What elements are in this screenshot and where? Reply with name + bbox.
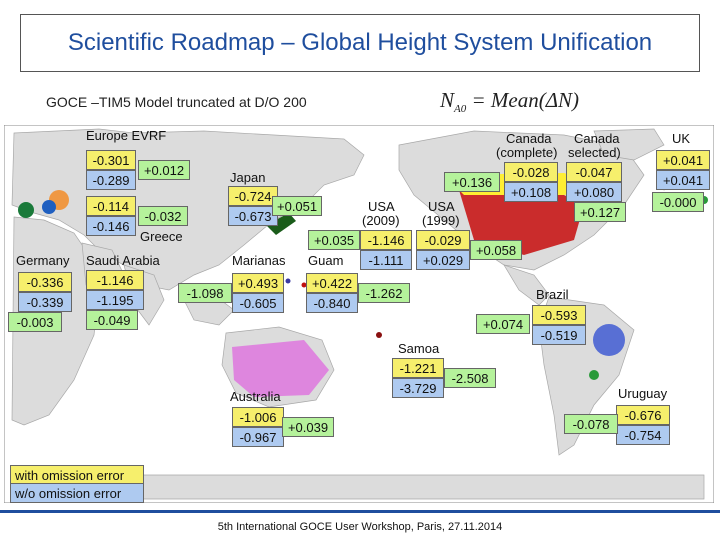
uruguay-difference: -0.078: [564, 414, 618, 434]
uruguay-without-omission: -0.754: [616, 425, 670, 445]
formula-lhs: N: [440, 88, 455, 112]
label-uruguay: Uruguay: [618, 386, 668, 401]
label-australia: Australia: [230, 389, 281, 404]
legend-with-omission: with omission error: [10, 465, 144, 485]
marianas-difference: -1.098: [178, 283, 232, 303]
germany-difference: -0.003: [8, 312, 62, 332]
label-samoa: Samoa: [398, 341, 440, 356]
usa2009-without-omission: -1.111: [360, 250, 412, 270]
japan-difference: +0.051: [272, 196, 322, 216]
australia-with-omission: -1.006: [232, 407, 284, 427]
japan-without-omission: -0.673: [228, 206, 278, 226]
australia-difference: +0.039: [282, 417, 334, 437]
points-australia: [232, 340, 329, 397]
usa1999-with-omission: -0.029: [416, 230, 470, 250]
canada-selected-with-omission: -0.047: [566, 162, 622, 182]
canada-selected-without-omission: +0.080: [566, 182, 622, 202]
canada-complete-difference: +0.136: [444, 172, 500, 192]
points-brazil: [593, 324, 625, 356]
germany-with-omission: -0.336: [18, 272, 72, 292]
samoa-with-omission: -1.221: [392, 358, 444, 378]
greece-without-omission: -0.146: [86, 216, 136, 236]
europe-without-omission: -0.289: [86, 170, 136, 190]
saudi-difference: -0.049: [86, 310, 138, 330]
uk-difference: -0.000: [652, 192, 704, 212]
points-uruguay: [589, 370, 599, 380]
brazil-difference: +0.074: [476, 314, 530, 334]
guam-with-omission: +0.422: [306, 273, 358, 293]
label-marianas: Marianas: [232, 253, 286, 268]
label-guam: Guam: [308, 253, 344, 268]
legend-without-omission: w/o omission error: [10, 483, 144, 503]
australia-without-omission: -0.967: [232, 427, 284, 447]
guam-without-omission: -0.840: [306, 293, 358, 313]
label-canada-selected-line2: selected): [568, 145, 621, 160]
points-europe-center: [42, 200, 56, 214]
brazil-with-omission: -0.593: [532, 305, 586, 325]
saudi-without-omission: -1.195: [86, 290, 144, 310]
saudi-with-omission: -1.146: [86, 270, 144, 290]
germany-without-omission: -0.339: [18, 292, 72, 312]
label-usa-1999-line2: (1999): [422, 213, 460, 228]
footer-divider: [0, 510, 720, 513]
label-japan: Japan: [230, 170, 266, 185]
points-usa: [459, 185, 584, 255]
land-central-america: [503, 264, 550, 306]
marianas-without-omission: -0.605: [232, 293, 284, 313]
usa2009-with-omission: -1.146: [360, 230, 412, 250]
label-usa-2009-line1: USA: [368, 199, 395, 214]
uruguay-with-omission: -0.676: [616, 405, 670, 425]
samoa-without-omission: -3.729: [392, 378, 444, 398]
formula-lhs-sub: A0: [454, 103, 467, 116]
canada-complete-without-omission: +0.108: [504, 182, 558, 202]
label-uk: UK: [672, 131, 691, 146]
points-samoa: [376, 332, 382, 338]
label-brazil: Brazil: [536, 287, 569, 302]
label-usa-1999-line1: USA: [428, 199, 455, 214]
label-saudi-arabia: Saudi Arabia: [86, 253, 160, 268]
world-map: Europe EVRF -0.301 -0.289 +0.012 -0.114 …: [4, 125, 714, 503]
label-canada-complete-line2: (complete): [496, 145, 558, 160]
label-usa-2009-line2: (2009): [362, 213, 400, 228]
samoa-difference: -2.508: [444, 368, 496, 388]
guam-difference: -1.262: [358, 283, 410, 303]
brazil-without-omission: -0.519: [532, 325, 586, 345]
japan-with-omission: -0.724: [228, 186, 278, 206]
usa1999-difference: +0.058: [470, 240, 522, 260]
uk-with-omission: +0.041: [656, 150, 710, 170]
canada-complete-with-omission: -0.028: [504, 162, 558, 182]
greece-with-omission: -0.114: [86, 196, 136, 216]
label-germany: Germany: [16, 253, 70, 268]
footer-text: 5th International GOCE User Workshop, Pa…: [217, 521, 503, 533]
usa2009-difference: +0.035: [308, 230, 360, 250]
formula-eq: =: [466, 88, 491, 112]
marianas-with-omission: +0.493: [232, 273, 284, 293]
page-title: Scientific Roadmap – Global Height Syste…: [67, 29, 653, 56]
usa1999-without-omission: +0.029: [416, 250, 470, 270]
title-box: Scientific Roadmap – Global Height Syste…: [20, 14, 700, 72]
canada-selected-difference: +0.127: [574, 202, 626, 222]
subtitle: GOCE –TIM5 Model truncated at D/O 200: [46, 94, 307, 110]
land-greenland: [593, 128, 665, 161]
label-canada-selected-line1: Canada: [574, 131, 620, 146]
label-europe: Europe EVRF: [86, 128, 167, 143]
europe-difference: +0.012: [138, 160, 190, 180]
points-guam: [301, 282, 307, 288]
points-japan: [266, 213, 296, 235]
points-marianas: [285, 278, 291, 284]
label-canada-complete-line1: Canada: [506, 131, 552, 146]
label-greece: Greece: [140, 229, 183, 244]
uk-without-omission: +0.041: [656, 170, 710, 190]
greece-difference: -0.032: [138, 206, 188, 226]
formula-rhs: Mean(ΔN): [490, 88, 580, 112]
europe-with-omission: -0.301: [86, 150, 136, 170]
formula: NA0 = Mean(ΔN): [440, 88, 579, 115]
points-germany: [18, 202, 34, 218]
